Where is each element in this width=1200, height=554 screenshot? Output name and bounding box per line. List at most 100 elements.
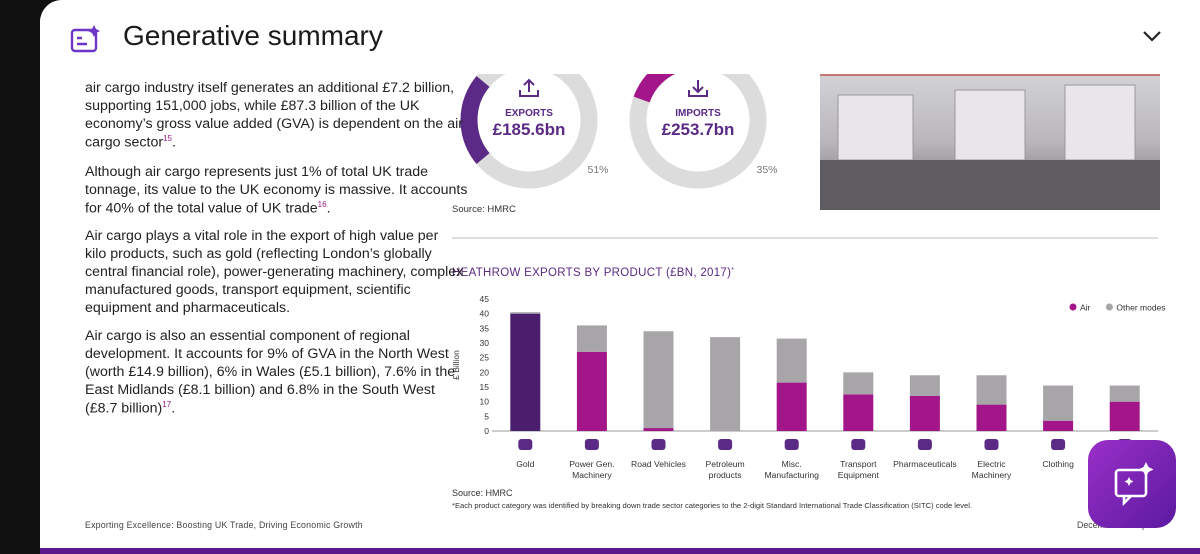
ai-assistant-button[interactable]	[1088, 440, 1176, 528]
line-end: .	[326, 200, 331, 217]
line-text: (£8.7 billion)	[85, 400, 163, 417]
donut-icon	[519, 78, 539, 97]
donuts: EXPORTS£185.6bn 51% IMPORTS£253.7bn 35% Sour…	[452, 51, 778, 215]
paragraph-line: equipment and pharmaceuticals.	[85, 300, 290, 316]
paragraph-line: Air cargo is also an essential component…	[85, 328, 410, 344]
y-tick-label: 45	[480, 294, 490, 304]
bar-segment	[510, 312, 541, 314]
donut-value: £185.6bn	[493, 120, 566, 139]
line-text: Although air cargo represents just 1% of…	[85, 164, 429, 180]
category-icon	[584, 439, 599, 450]
y-tick-label: 15	[480, 382, 490, 392]
y-tick-label: 20	[480, 367, 490, 377]
line-text: (worth £14.9 billion), 6% in Wales (£5.1…	[85, 364, 456, 380]
collapse-button[interactable]	[1142, 30, 1162, 44]
y-axis-label: £ Billion	[451, 350, 461, 380]
ai-icon	[1114, 462, 1154, 507]
line-text: cargo sector	[85, 134, 164, 151]
bar-segment	[776, 338, 807, 383]
paragraph-line: development. It accounts for 9% of GVA i…	[85, 346, 449, 362]
category-icon	[851, 439, 866, 450]
x-tick-label: Clothing	[1042, 459, 1074, 469]
line-text: equipment and pharmaceuticals.	[85, 300, 291, 316]
line-text: economy’s gross value added (GVA) is dep…	[85, 116, 464, 132]
line-text: Air cargo plays a vital role in the expo…	[85, 228, 439, 244]
bar-segment	[643, 331, 674, 429]
x-tick-label: Gold	[516, 459, 535, 469]
chart-title: HEATHROW EXPORTS BY PRODUCT (£BN, 2017)*	[452, 267, 734, 279]
category-icon	[651, 439, 666, 450]
line-text: tonnage, its value to the UK economy is …	[85, 182, 468, 198]
donut-arc	[460, 75, 490, 165]
chart-footnote: *Each product category was identified by…	[452, 501, 972, 510]
chart-title-note: *	[731, 267, 734, 274]
cargo-pallets	[837, 84, 1136, 161]
paragraph-line: economy’s gross value added (GVA) is dep…	[85, 116, 463, 132]
donut-value: £253.7bn	[662, 120, 735, 139]
bar-segment	[976, 375, 1007, 405]
bar-segment	[1043, 420, 1074, 431]
category-icon	[917, 439, 932, 450]
donut-share: 51%	[587, 164, 608, 176]
bar-segment	[909, 375, 940, 396]
x-tick-label: Pharmaceuticals	[893, 459, 957, 469]
line-text: supporting 151,000 jobs, while £87.3 bil…	[85, 98, 420, 114]
x-tick-label: Misc. Manufacturing	[764, 459, 819, 480]
bar-segment	[976, 404, 1007, 431]
line-text: central financial role), power-generatin…	[85, 264, 464, 280]
paragraph-line: kilo products, such as gold (reflecting …	[85, 246, 432, 262]
paragraph-line: East Midlands (£8.1 billion) and 6.8% in…	[85, 382, 435, 398]
y-tick-label: 35	[480, 323, 490, 333]
line-text: development. It accounts for 9% of GVA i…	[85, 346, 449, 362]
legend-label: Other modes	[1116, 303, 1165, 313]
bar-chart: HEATHROW EXPORTS BY PRODUCT (£BN, 2017)*…	[85, 267, 1166, 530]
paragraph-line: (£8.7 billion)17.	[85, 400, 175, 417]
legend-swatch	[1069, 303, 1077, 311]
paragraph-line: air cargo industry itself generates an a…	[85, 80, 454, 96]
paragraph-line: tonnage, its value to the UK economy is …	[85, 182, 467, 198]
legend-label: Air	[1080, 303, 1091, 313]
summary-icon	[70, 25, 100, 53]
header: Generative summary	[40, 0, 1200, 74]
paragraph-line: cargo sector15.	[85, 134, 176, 151]
donut-share: 35%	[756, 164, 777, 176]
paragraph-line: (worth £14.9 billion), 6% in Wales (£5.1…	[85, 364, 455, 380]
donut-icon	[688, 80, 708, 97]
bar-segment	[710, 337, 741, 431]
footnote-ref: 15	[163, 134, 172, 143]
line-text: kilo products, such as gold (reflecting …	[85, 246, 432, 262]
footer-title: Exporting Excellence: Boosting UK Trade,…	[85, 520, 363, 530]
bar-segment	[576, 325, 607, 352]
line-text: manufactured goods, transport equipment,…	[85, 282, 411, 298]
category-icon	[984, 439, 999, 450]
bar-segment	[1109, 401, 1140, 431]
y-tick-label: 5	[484, 411, 489, 421]
paragraph-line: Air cargo plays a vital role in the expo…	[85, 228, 438, 244]
line-end: .	[171, 134, 176, 151]
line-text: East Midlands (£8.1 billion) and 6.8% in…	[85, 382, 435, 398]
summary-panel: EXPORTS £185.6bn 51% IMPORTS £253.7bn 35% Sour…	[40, 0, 1200, 548]
footnote-ref: 17	[162, 400, 172, 409]
category-icon	[1051, 439, 1066, 450]
x-tick-label: Petroleum products	[705, 459, 745, 480]
y-tick-label: 30	[480, 338, 490, 348]
x-tick-label: Transport Equipment	[837, 459, 879, 480]
line-text: for 40% of the total value of UK trade	[85, 200, 318, 217]
paragraph-line: manufactured goods, transport equipment,…	[85, 282, 411, 298]
paragraph-line: supporting 151,000 jobs, while £87.3 bil…	[85, 98, 419, 114]
bottom-strip	[40, 548, 1200, 554]
category-icon	[784, 439, 799, 450]
line-text: air cargo industry itself generates an a…	[85, 80, 455, 96]
donut-label: IMPORTS	[675, 108, 721, 119]
source: Source: HMRC	[452, 204, 516, 215]
y-tick-label: 10	[480, 397, 490, 407]
donut-label: EXPORTS	[505, 108, 553, 119]
footnote-ref: 16	[317, 200, 327, 209]
x-tick-label: Power Gen. Machinery	[569, 459, 615, 480]
tarmac	[820, 160, 1160, 210]
bar-segment	[843, 394, 874, 431]
bar-segment	[576, 351, 607, 431]
y-tick-label: 40	[480, 309, 490, 319]
paragraph-line: for 40% of the total value of UK trade16…	[85, 200, 331, 217]
